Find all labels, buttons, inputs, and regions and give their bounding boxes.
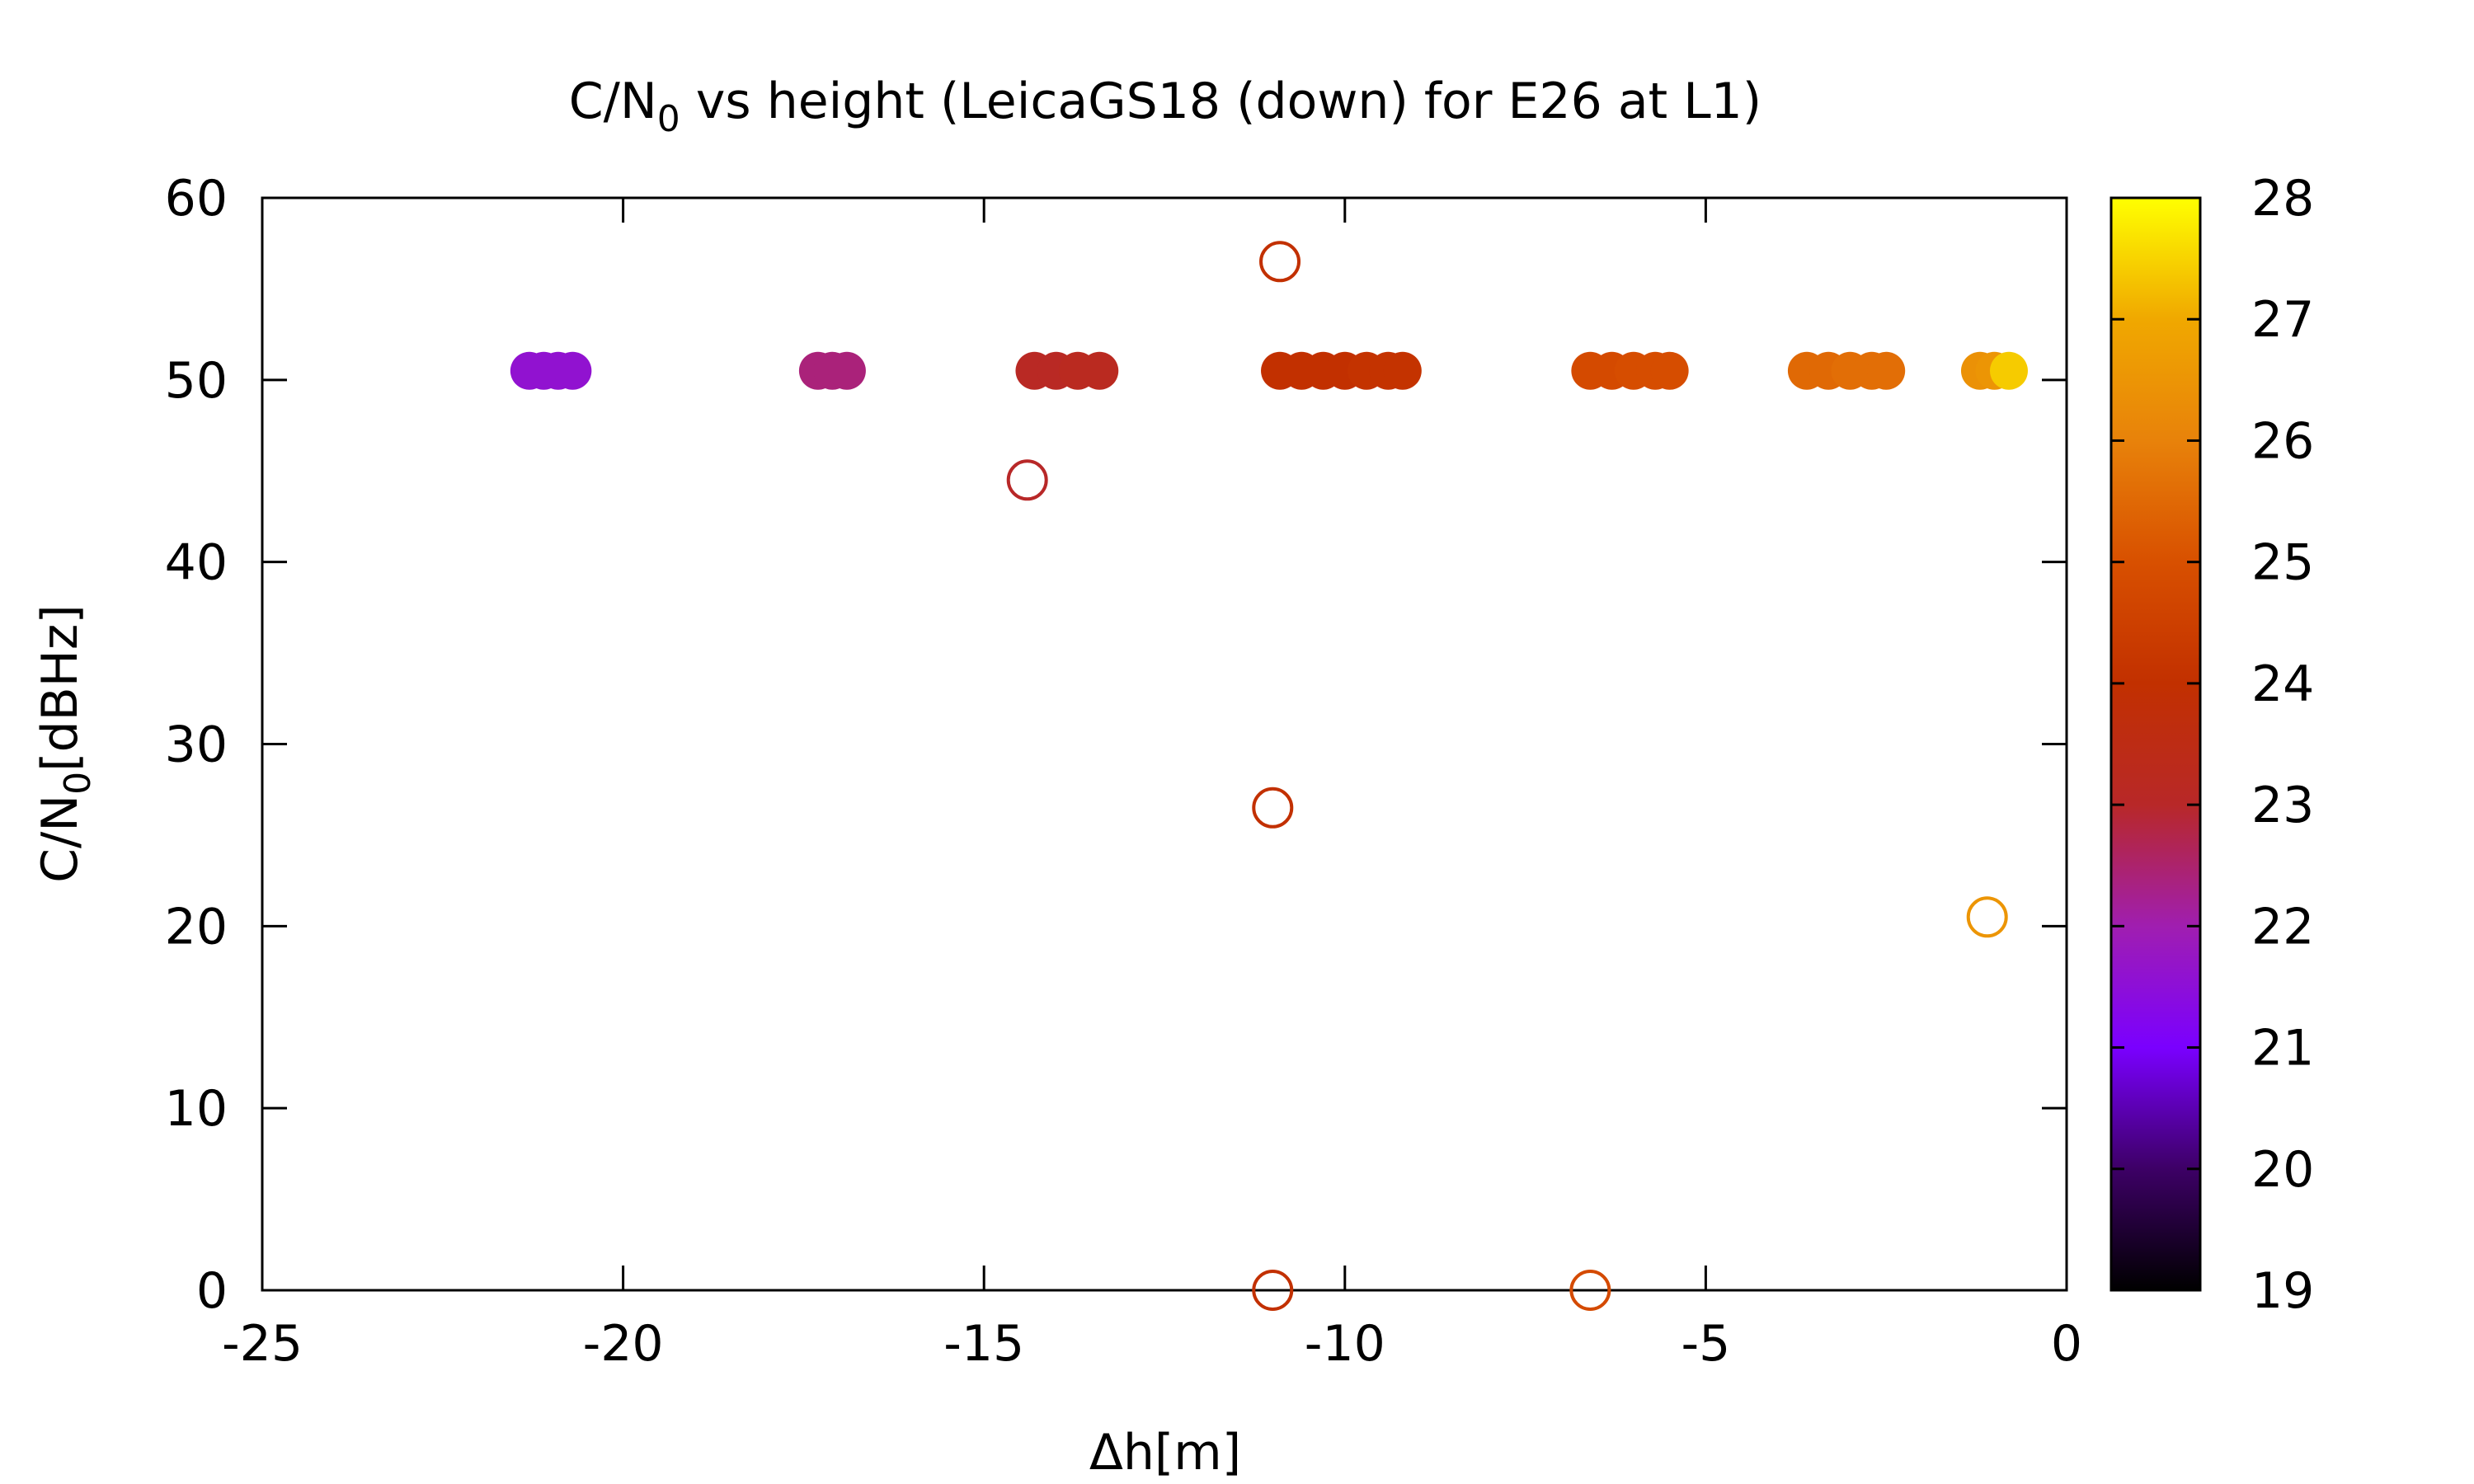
colorbar-tick-label: 27 [2251,291,2314,349]
outlier-point [1252,787,1294,829]
x-tick-label: -15 [943,1315,1024,1373]
outlier-point [1252,1270,1294,1311]
colorbar-ticks: 19 20 21 22 23 24 25 26 27 28 [2111,170,2314,1320]
y-tick-label: 0 [196,1262,228,1320]
data-point [1989,351,2028,390]
data-point [1867,351,1906,390]
colorbar-tick-label: 24 [2251,655,2314,713]
outlier-point [1569,1270,1611,1311]
colorbar-scale [2109,196,2202,1292]
x-tick-label: -10 [1305,1315,1385,1373]
data-point [1383,351,1422,390]
x-tick-label: -25 [222,1315,303,1373]
colorbar-tick-label: 21 [2251,1020,2314,1078]
y-tick-label: 60 [165,170,228,228]
colorbar-tick-label: 25 [2251,534,2314,592]
y-tick-label: 20 [165,898,228,956]
colorbar-tick-label: 22 [2251,898,2314,956]
y-axis: 0 10 20 30 40 50 60 [165,170,2067,1320]
data-point [827,351,866,390]
y-tick-label: 10 [165,1080,228,1138]
x-axis-label: Δh[m] [1089,1424,1241,1482]
x-tick-label: 0 [2051,1315,2082,1373]
data-point [553,351,592,390]
colorbar-tick-label: 19 [2251,1262,2314,1320]
outlier-point [1966,896,2008,938]
data-point [1650,351,1689,390]
plot-area: -25 -20 -15 -10 -5 0 0 10 20 30 40 50 60 [165,170,2082,1373]
data-point [1080,351,1119,390]
colorbar-tick-label: 20 [2251,1141,2314,1199]
colorbar-tick-label: 23 [2251,777,2314,834]
outlier-point [1259,241,1301,283]
colorbar-tick-label: 28 [2251,170,2314,228]
y-axis-label: C/N0[dBHz] [31,604,99,883]
data-points [510,241,2028,1311]
y-tick-label: 50 [165,352,228,410]
y-tick-label: 30 [165,716,228,774]
x-tick-label: -5 [1681,1315,1730,1373]
x-axis: -25 -20 -15 -10 -5 0 [222,198,2082,1373]
colorbar-tick-label: 26 [2251,412,2314,470]
chart-title: C/N0 vs height (LeicaGS18 (down) for E26… [569,73,1761,140]
colorbar: 19 20 21 22 23 24 25 26 27 28 [2109,170,2314,1320]
y-tick-label: 40 [165,534,228,592]
outlier-point [1006,459,1048,501]
x-tick-label: -20 [583,1315,664,1373]
